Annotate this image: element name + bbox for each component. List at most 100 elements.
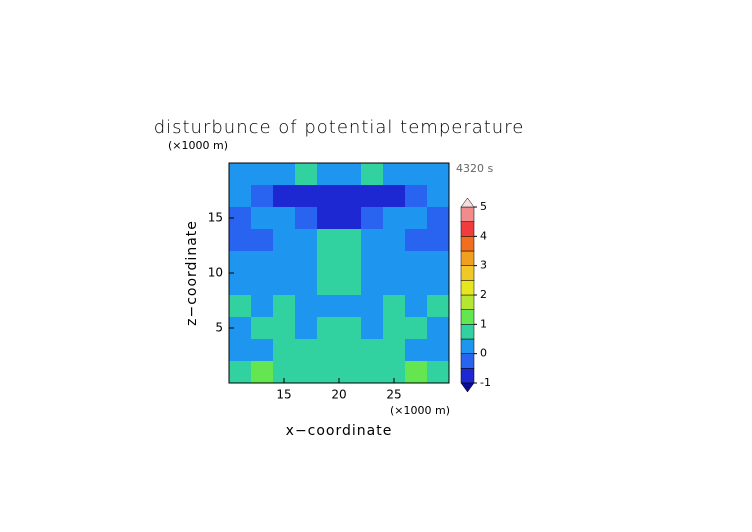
colorbar-segment (460, 265, 475, 281)
contour-cell (427, 207, 450, 230)
contour-cell (361, 361, 384, 384)
contour-cell (383, 207, 406, 230)
contour-cell (361, 229, 384, 252)
contour-cell (339, 229, 362, 252)
contour-cell (427, 229, 450, 252)
contour-cell (273, 361, 296, 384)
contour-cell (339, 207, 362, 230)
colorbar-segment (460, 250, 475, 266)
contour-cell (383, 273, 406, 296)
contour-cell (427, 273, 450, 296)
colorbar-tick-label: -1 (480, 376, 491, 389)
contour-cell (251, 207, 274, 230)
contour-cell (405, 273, 428, 296)
x-unit: (×1000 m) (390, 404, 450, 417)
contour-cell (383, 229, 406, 252)
contour-cell (295, 229, 318, 252)
colorbar-tick-label: 5 (480, 200, 487, 213)
colorbar-segment (460, 324, 475, 340)
contour-cell (251, 295, 274, 318)
contour-cell (317, 317, 340, 340)
colorbar-segment (460, 368, 475, 384)
contour-cell (427, 251, 450, 274)
contour-cell (427, 339, 450, 362)
contour-cell (229, 339, 252, 362)
contour-cell (427, 163, 450, 186)
colorbar-segment (460, 280, 475, 296)
x-tick-label: 20 (331, 388, 346, 402)
contour-cell (383, 317, 406, 340)
chart-title: disturbunce of potential temperature (154, 117, 525, 138)
colorbar-segment (460, 353, 475, 369)
contour-cell (229, 273, 252, 296)
contour-cell (405, 317, 428, 340)
x-tick-label: 25 (386, 388, 401, 402)
colorbar-segment (460, 294, 475, 310)
contour-cell (405, 229, 428, 252)
contour-cell (383, 339, 406, 362)
contour-cell (229, 207, 252, 230)
contour-cell (383, 251, 406, 274)
contour-cell (295, 317, 318, 340)
contour-cell (339, 295, 362, 318)
contour-cell (229, 229, 252, 252)
x-tick-label: 15 (276, 388, 291, 402)
contour-cell (229, 185, 252, 208)
contour-cell (339, 317, 362, 340)
contour-cell (229, 251, 252, 274)
y-tick-label: 15 (208, 211, 223, 225)
contour-cell (317, 207, 340, 230)
colorbar-over (460, 197, 475, 208)
contour-cell (317, 185, 340, 208)
contour-cell (339, 251, 362, 274)
contour-cell (229, 361, 252, 384)
contour-cell (405, 339, 428, 362)
contour-cell (273, 251, 296, 274)
contour-cell (251, 361, 274, 384)
colorbar-under (460, 382, 475, 393)
colorbar-tick-label: 0 (480, 347, 487, 360)
contour-cell (317, 295, 340, 318)
contour-cell (317, 251, 340, 274)
contour-cell (295, 207, 318, 230)
contour-cell (383, 163, 406, 186)
contour-cell (273, 207, 296, 230)
contour-cell (361, 185, 384, 208)
contour-cell (317, 273, 340, 296)
contour-cell (361, 163, 384, 186)
contour-cell (339, 163, 362, 186)
y-tick-label: 10 (208, 266, 223, 280)
contour-cell (251, 273, 274, 296)
colorbar-tick-label: 1 (480, 317, 487, 330)
contour-cell (405, 295, 428, 318)
contour-cell (317, 229, 340, 252)
contour-cell (427, 317, 450, 340)
contour-cell (383, 361, 406, 384)
contour-cell (251, 251, 274, 274)
contour-cell (405, 207, 428, 230)
contour-cell (427, 361, 450, 384)
colorbar-segment (460, 338, 475, 354)
contour-cell (251, 163, 274, 186)
colorbar-segment (460, 206, 475, 222)
y-unit: (×1000 m) (168, 139, 228, 152)
contour-cell (229, 295, 252, 318)
contour-cell (251, 185, 274, 208)
contour-cell (295, 185, 318, 208)
colorbar-tick-label: 3 (480, 259, 487, 272)
colorbar-tick-label: 2 (480, 288, 487, 301)
contour-cell (339, 185, 362, 208)
time-label: 4320 s (456, 162, 493, 175)
contour-cell (295, 339, 318, 362)
colorbar-segment (460, 236, 475, 252)
contour-cell (273, 295, 296, 318)
contour-cell (405, 163, 428, 186)
contour-cell (361, 273, 384, 296)
contour-cell (251, 339, 274, 362)
contour-cell (405, 185, 428, 208)
contour-cell (427, 185, 450, 208)
contour-cell (383, 185, 406, 208)
contour-cell (273, 185, 296, 208)
